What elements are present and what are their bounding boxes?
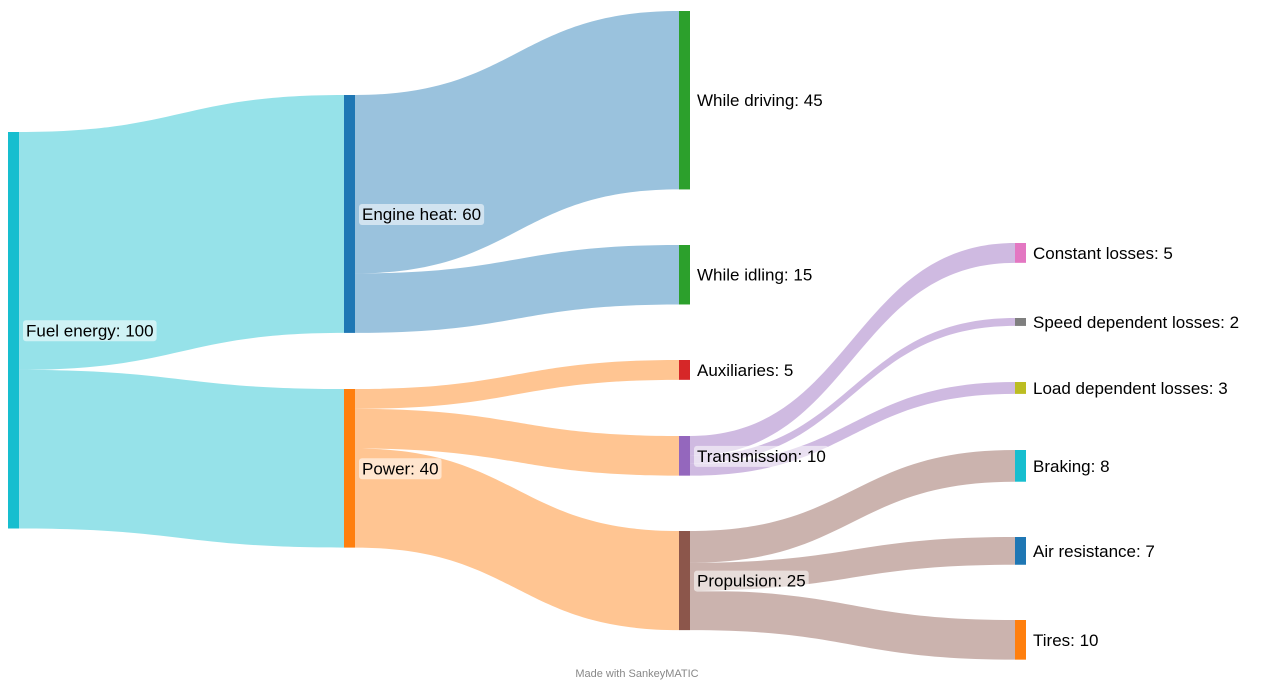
sankey-labels: Fuel energy: 100 Engine heat: 60 Power: 40… bbox=[23, 91, 1239, 650]
node-label-power: Power: 40 bbox=[362, 459, 439, 478]
node-const bbox=[1015, 243, 1026, 263]
node-label-tires: Tires: 10 bbox=[1033, 631, 1099, 650]
node-speed bbox=[1015, 318, 1026, 326]
flow-engine-to-idling bbox=[355, 245, 679, 333]
node-label-speed: Speed dependent losses: 2 bbox=[1033, 313, 1239, 332]
sankey-nodes bbox=[8, 11, 1026, 660]
node-aux bbox=[679, 360, 690, 380]
sankey-links bbox=[19, 11, 1015, 660]
node-brake bbox=[1015, 450, 1026, 482]
node-label-driving: While driving: 45 bbox=[697, 91, 823, 110]
node-label-air: Air resistance: 7 bbox=[1033, 542, 1155, 561]
node-label-engine: Engine heat: 60 bbox=[362, 205, 481, 224]
flow-trans-to-speed bbox=[690, 318, 1015, 464]
node-load bbox=[1015, 382, 1026, 394]
node-label-prop: Propulsion: 25 bbox=[697, 572, 806, 591]
flow-engine-to-driving bbox=[355, 11, 679, 274]
node-label-trans: Transmission: 10 bbox=[697, 447, 826, 466]
flow-power-to-trans bbox=[355, 408, 679, 476]
node-label-fuel: Fuel energy: 100 bbox=[26, 321, 154, 340]
node-air bbox=[1015, 537, 1026, 565]
node-idling bbox=[679, 245, 690, 305]
node-label-background bbox=[359, 203, 485, 225]
node-label-idling: While idling: 15 bbox=[697, 266, 812, 285]
flow-trans-to-load bbox=[690, 382, 1015, 476]
node-tires bbox=[1015, 620, 1026, 660]
flow-prop-to-brake bbox=[690, 450, 1015, 563]
flow-trans-to-const bbox=[690, 243, 1015, 456]
node-fuel bbox=[8, 132, 19, 529]
node-power bbox=[344, 389, 355, 548]
node-engine bbox=[344, 95, 355, 333]
node-label-brake: Braking: 8 bbox=[1033, 457, 1110, 476]
flow-fuel-to-power bbox=[19, 369, 344, 548]
flow-power-to-prop bbox=[355, 448, 679, 631]
node-driving bbox=[679, 11, 690, 190]
node-label-aux: Auxiliaries: 5 bbox=[697, 361, 793, 380]
node-label-background bbox=[23, 320, 157, 342]
flow-power-to-aux bbox=[355, 360, 679, 409]
node-label-background bbox=[694, 445, 829, 467]
flow-fuel-to-engine bbox=[19, 95, 344, 370]
credit-text: Made with SankeyMATIC bbox=[575, 668, 698, 680]
node-trans bbox=[679, 436, 690, 476]
node-prop bbox=[679, 531, 690, 631]
node-label-background bbox=[694, 570, 809, 592]
node-label-const: Constant losses: 5 bbox=[1033, 244, 1173, 263]
node-label-background bbox=[359, 458, 442, 480]
flow-prop-to-tires bbox=[690, 590, 1015, 660]
node-label-load: Load dependent losses: 3 bbox=[1033, 379, 1228, 398]
